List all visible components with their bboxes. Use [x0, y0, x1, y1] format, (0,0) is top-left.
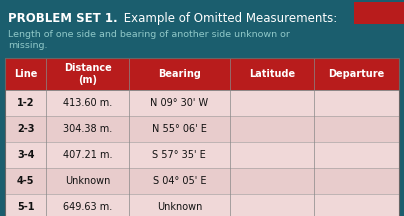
Bar	[5, 194, 399, 216]
Bar	[5, 116, 399, 142]
Text: Unknown: Unknown	[157, 202, 202, 212]
Bar	[354, 2, 404, 24]
Text: 413.60 m.: 413.60 m.	[63, 98, 112, 108]
Text: 407.21 m.: 407.21 m.	[63, 150, 112, 160]
Text: 649.63 m.: 649.63 m.	[63, 202, 112, 212]
Text: Length of one side and bearing of another side unknown or
missing.: Length of one side and bearing of anothe…	[8, 30, 290, 51]
Text: Line: Line	[14, 69, 38, 79]
Bar	[5, 58, 399, 90]
Text: Example of Omitted Measurements:: Example of Omitted Measurements:	[120, 12, 337, 25]
Text: Bearing: Bearing	[158, 69, 201, 79]
Text: Latitude: Latitude	[249, 69, 295, 79]
Text: Distance
(m): Distance (m)	[64, 63, 112, 85]
Text: Departure: Departure	[328, 69, 385, 79]
Bar	[5, 168, 399, 194]
Text: 1-2: 1-2	[17, 98, 34, 108]
Text: S 57° 35' E: S 57° 35' E	[152, 150, 206, 160]
Text: PROBLEM SET 1.: PROBLEM SET 1.	[8, 12, 118, 25]
Text: 4-5: 4-5	[17, 176, 34, 186]
Text: 304.38 m.: 304.38 m.	[63, 124, 112, 134]
Text: 2-3: 2-3	[17, 124, 34, 134]
Bar	[5, 58, 399, 216]
Text: 5-1: 5-1	[17, 202, 34, 212]
Text: 3-4: 3-4	[17, 150, 34, 160]
Text: Unknown: Unknown	[65, 176, 110, 186]
Bar	[5, 142, 399, 168]
Text: N 09° 30' W: N 09° 30' W	[150, 98, 208, 108]
Text: N 55° 06' E: N 55° 06' E	[152, 124, 207, 134]
Bar	[5, 90, 399, 116]
Text: S 04° 05' E: S 04° 05' E	[153, 176, 206, 186]
